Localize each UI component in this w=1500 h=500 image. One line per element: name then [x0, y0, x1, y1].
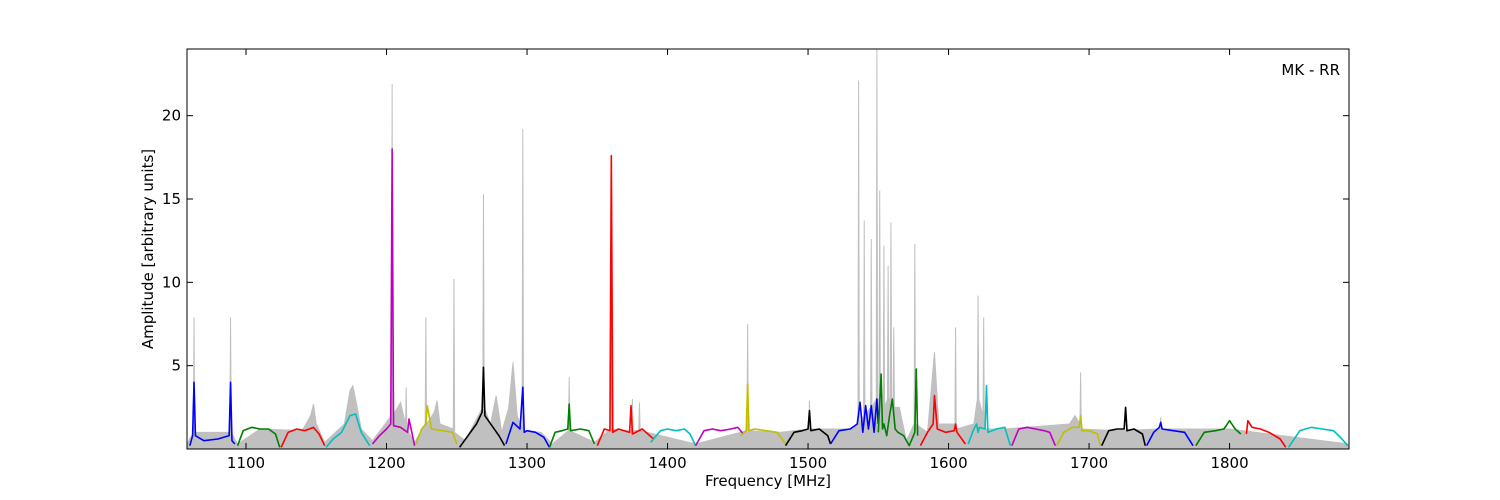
spectrum-line: [415, 404, 458, 445]
spectrum-line: [236, 426, 281, 448]
x-tick-label: 1500: [789, 454, 827, 472]
spectrum-line: [1245, 419, 1287, 448]
spectrum-line: [650, 428, 697, 447]
y-tick-label: 5: [171, 357, 181, 375]
y-axis-label: Amplitude [arbitrary units]: [139, 149, 157, 349]
spectrum-line: [694, 426, 745, 447]
spectrum-line: [1056, 414, 1102, 447]
spectrum-line: [1195, 419, 1242, 447]
spectrum-line: [458, 366, 506, 448]
spectrum-line: [740, 383, 787, 445]
spectrum-line: [596, 154, 655, 446]
x-axis-label: Frequency [MHz]: [705, 472, 831, 490]
y-tick-label: 10: [162, 273, 181, 291]
spectrum-line: [325, 413, 371, 448]
x-tick-label: 1800: [1210, 454, 1248, 472]
spectrum-line: [877, 368, 919, 447]
spectrum-line: [548, 403, 596, 448]
spectrum-line: [1287, 426, 1349, 448]
spectrum-line: [919, 394, 967, 447]
x-tick-label: 1300: [508, 454, 546, 472]
x-tick-label: 1400: [648, 454, 686, 472]
spectrum-area: [187, 49, 1349, 449]
y-tick-label: 15: [162, 190, 181, 208]
x-tick-label: 1700: [1070, 454, 1108, 472]
spectrum-line: [189, 381, 236, 446]
spectrum-line: [1100, 406, 1147, 447]
spectrum-line: [505, 386, 551, 448]
x-tick-label: 1200: [367, 454, 405, 472]
x-tick-label: 1100: [227, 454, 265, 472]
spectrum-line: [1011, 426, 1057, 446]
spectrum-line: [1145, 421, 1194, 447]
spectrum-line: [784, 409, 832, 447]
plot-area: [187, 49, 1349, 449]
annotation: MK - RR: [1281, 61, 1340, 79]
spectrum-line: [967, 384, 1012, 446]
y-tick-label: 20: [162, 107, 181, 125]
spectrum-line: [829, 398, 880, 445]
spectrum-line: [280, 426, 326, 448]
frame: [186, 48, 1350, 450]
x-tick-label: 1600: [929, 454, 967, 472]
spectrum-line: [371, 148, 416, 446]
